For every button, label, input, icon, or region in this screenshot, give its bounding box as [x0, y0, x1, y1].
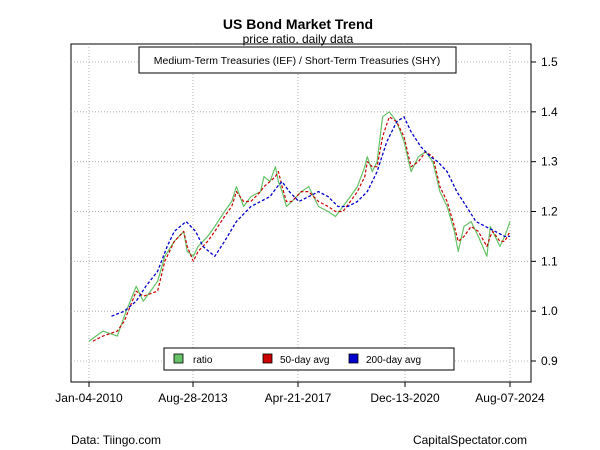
- footer-source: Data: Tiingo.com: [71, 433, 161, 447]
- series-line-ratio: [88, 111, 511, 342]
- legend-swatch-ratio: [173, 353, 184, 364]
- y-tick-label-1: 1.0: [541, 304, 558, 318]
- series-line-200-day-avg: [111, 116, 510, 317]
- legend-label-200day: 200-day avg: [366, 355, 421, 366]
- legend-label-50day: 50-day avg: [280, 355, 329, 366]
- legend-swatch-200day: [348, 353, 359, 364]
- x-axis: Jan-04-2010 Aug-28-2013 Apr-21-2017 Dec-13-…: [55, 382, 545, 405]
- legend-label-ratio: ratio: [193, 355, 213, 366]
- x-tick-label-1: Aug-28-2013: [158, 391, 228, 405]
- x-tick-label-0: Jan-04-2010: [55, 391, 123, 405]
- y-tick-label-2: 1.1: [541, 254, 558, 268]
- plot-area-frame: [70, 43, 532, 383]
- annotation-text: Medium-Term Treasuries (IEF) / Short-Ter…: [154, 55, 440, 67]
- x-tick-label-3: Dec-13-2020: [370, 391, 440, 405]
- x-tick-label-4: Aug-07-2024: [475, 391, 545, 405]
- chart-subtitle: price ratio, daily data: [243, 32, 354, 46]
- series-line-50-day-avg: [92, 116, 511, 342]
- grid: [71, 44, 531, 382]
- legend: ratio 50-day avg 200-day avg: [163, 347, 455, 371]
- y-tick-label-5: 1.4: [541, 105, 558, 119]
- footer-site: CapitalSpectator.com: [413, 433, 527, 447]
- series-layer: [88, 111, 511, 342]
- y-tick-label-0: 0.9: [541, 354, 558, 368]
- chart-title: US Bond Market Trend: [223, 16, 373, 32]
- x-tick-label-2: Apr-21-2017: [265, 391, 332, 405]
- y-tick-label-3: 1.2: [541, 205, 558, 219]
- annotation-box: [138, 46, 457, 74]
- y-tick-label-6: 1.5: [541, 55, 558, 69]
- legend-box: [163, 347, 455, 371]
- legend-swatch-50day: [262, 353, 273, 364]
- y-tick-label-4: 1.3: [541, 155, 558, 169]
- y-axis: 0.9 1.0 1.1 1.2 1.3 1.4 1.5: [531, 55, 558, 368]
